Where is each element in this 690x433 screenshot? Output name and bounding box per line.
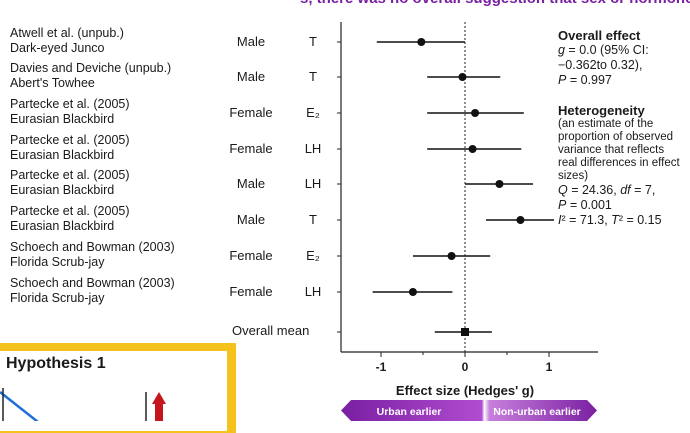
- study-species: Eurasian Blackbird: [10, 112, 115, 126]
- study-label: Partecke et al. (2005) Eurasian Blackbird: [10, 133, 230, 163]
- study-species: Abert's Towhee: [10, 76, 95, 90]
- hormone-label: T: [309, 69, 317, 84]
- x-tick-label: 0: [462, 360, 469, 374]
- study-citation: Atwell et al. (unpub.): [10, 26, 124, 40]
- overall-effect-point: [461, 328, 469, 336]
- study-species: Eurasian Blackbird: [10, 148, 115, 162]
- heterogeneity-title: Heterogeneity: [558, 103, 645, 118]
- study-citation: Schoech and Bowman (2003): [10, 276, 175, 290]
- hypothesis-title: Hypothesis 1: [6, 355, 106, 372]
- study-label: Atwell et al. (unpub.) Dark-eyed Junco: [10, 26, 230, 56]
- sex-label: Male: [236, 176, 266, 191]
- effect-point: [471, 109, 480, 117]
- overall-mean-label: Overall mean: [232, 323, 310, 338]
- up-arrow-shaft-icon: [155, 404, 163, 421]
- hypothesis-graphic: [0, 388, 166, 421]
- effect-point: [516, 216, 525, 224]
- study-citation: Schoech and Bowman (2003): [10, 240, 175, 254]
- direction-arrows: Urban earlier Non-urban earlier: [341, 400, 597, 421]
- overall-effect-g: g = 0.0 (95% CI:: [558, 43, 649, 57]
- header-fragment: s, there was no overall suggestion that …: [300, 0, 690, 10]
- effect-point: [458, 73, 467, 81]
- sex-label: Male: [236, 69, 266, 84]
- non-urban-earlier-label: Non-urban earlier: [493, 406, 581, 418]
- study-species: Dark-eyed Junco: [10, 41, 105, 55]
- study-citation: Davies and Deviche (unpub.): [10, 61, 172, 75]
- hormone-label: LH: [304, 284, 322, 299]
- urban-earlier-label: Urban earlier: [377, 406, 442, 418]
- heterogeneity-p: P = 0.001: [558, 198, 612, 212]
- trend-line-icon: [0, 391, 39, 421]
- overall-effect-p: P = 0.997: [558, 73, 612, 87]
- direction-arrow-shape: [341, 400, 597, 421]
- x-tick-label: 1: [546, 360, 553, 374]
- study-label: Schoech and Bowman (2003) Florida Scrub-j…: [10, 240, 230, 270]
- hormone-label: T: [309, 212, 317, 227]
- study-species: Florida Scrub-jay: [10, 255, 105, 269]
- hormone-label: E₂: [306, 105, 320, 120]
- study-citation: Partecke et al. (2005): [10, 97, 130, 111]
- study-label: Partecke et al. (2005) Eurasian Blackbird: [10, 97, 230, 127]
- sex-label: Female: [229, 248, 273, 263]
- hypothesis-card: [0, 351, 227, 431]
- study-label: Schoech and Bowman (2003) Florida Scrub-j…: [10, 276, 230, 306]
- effect-point: [408, 288, 417, 296]
- up-arrow-icon: [152, 392, 166, 404]
- sex-label: Female: [229, 284, 273, 299]
- study-citation: Partecke et al. (2005): [10, 204, 130, 218]
- sex-label: Male: [236, 34, 266, 49]
- study-citation: Partecke et al. (2005): [10, 133, 130, 147]
- study-label: Partecke et al. (2005) Eurasian Blackbird: [10, 168, 230, 198]
- overall-effect-ci: −0.362to 0.32),: [558, 58, 643, 72]
- hormone-label: T: [309, 34, 317, 49]
- sex-label: Female: [229, 141, 273, 156]
- study-label: Partecke et al. (2005) Eurasian Blackbird: [10, 204, 230, 234]
- heterogeneity-i2: I² = 71.3, T² = 0.15: [558, 213, 662, 227]
- study-label: Davies and Deviche (unpub.) Abert's Towhe…: [10, 61, 230, 91]
- effect-point: [447, 252, 456, 260]
- results-panel: Overall effect g = 0.0 (95% CI: −0.362to…: [558, 28, 686, 228]
- study-species: Eurasian Blackbird: [10, 183, 115, 197]
- hormone-label: LH: [304, 176, 322, 191]
- sex-label: Male: [236, 212, 266, 227]
- study-species: Eurasian Blackbird: [10, 219, 115, 233]
- heterogeneity-q: Q = 24.36, df = 7,: [558, 183, 656, 197]
- study-citation: Partecke et al. (2005): [10, 168, 130, 182]
- study-species: Florida Scrub-jay: [10, 291, 105, 305]
- x-tick-label: -1: [376, 360, 387, 374]
- heterogeneity-description: (an estimate of the proportion of observ…: [558, 118, 680, 182]
- effect-point: [417, 38, 426, 46]
- effect-point: [468, 145, 477, 153]
- hormone-label: LH: [304, 141, 322, 156]
- effect-point: [495, 180, 504, 188]
- x-axis-title: Effect size (Hedges' g): [396, 383, 534, 398]
- sex-label: Female: [229, 105, 273, 120]
- hormone-label: E₂: [306, 248, 320, 263]
- overall-effect-title: Overall effect: [558, 28, 641, 43]
- forest-plot: -1 0 1 Effect size (Hedges' g): [337, 22, 598, 398]
